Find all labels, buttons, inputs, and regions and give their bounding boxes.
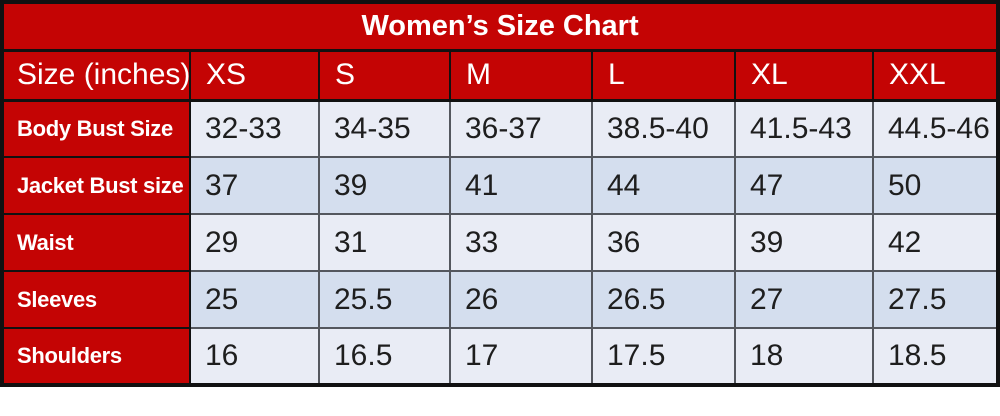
table-cell: 31 <box>318 213 451 272</box>
header-cell-m: M <box>449 49 593 102</box>
table-cell: 25 <box>189 270 320 329</box>
header-cell-xxl: XXL <box>871 49 1000 102</box>
table-cell: 17 <box>449 327 593 386</box>
table-cell: 17.5 <box>591 327 736 386</box>
table-cell: 50 <box>871 156 1000 215</box>
table-cell: 34-35 <box>318 99 451 158</box>
header-cell-s: S <box>318 49 451 102</box>
title-row: Women’s Size Chart <box>2 2 999 52</box>
table-row-jacket-bust: Jacket Bust size 37 39 41 44 47 50 <box>1 156 1000 215</box>
table-row-sleeves: Sleeves 25 25.5 26 26.5 27 27.5 <box>1 270 1000 329</box>
table-cell: 41 <box>449 156 593 215</box>
table-cell: 26 <box>449 270 593 329</box>
row-label-shoulders: Shoulders <box>1 327 191 386</box>
table-cell: 36-37 <box>449 99 593 158</box>
table-cell: 26.5 <box>591 270 736 329</box>
header-cell-xs: XS <box>189 49 320 102</box>
table-cell: 39 <box>734 213 874 272</box>
table-cell: 37 <box>189 156 320 215</box>
table-cell: 16 <box>189 327 320 386</box>
table-cell: 39 <box>318 156 451 215</box>
table-cell: 29 <box>189 213 320 272</box>
table-cell: 36 <box>591 213 736 272</box>
table-cell: 27 <box>734 270 874 329</box>
table-cell: 42 <box>871 213 1000 272</box>
table-row-shoulders: Shoulders 16 16.5 17 17.5 18 18.5 <box>1 327 1000 386</box>
row-label-body-bust: Body Bust Size <box>1 99 191 158</box>
table-cell: 38.5-40 <box>591 99 736 158</box>
table-cell: 33 <box>449 213 593 272</box>
header-cell-size-inches: Size (inches) <box>1 49 191 102</box>
table-row-waist: Waist 29 31 33 36 39 42 <box>1 213 1000 272</box>
row-label-sleeves: Sleeves <box>1 270 191 329</box>
row-label-waist: Waist <box>1 213 191 272</box>
header-row: Size (inches) XS S M L XL XXL <box>1 49 1000 102</box>
table-cell: 18 <box>734 327 874 386</box>
table-cell: 16.5 <box>318 327 451 386</box>
table-cell: 25.5 <box>318 270 451 329</box>
header-cell-xl: XL <box>734 49 874 102</box>
table-row-body-bust: Body Bust Size 32-33 34-35 36-37 38.5-40… <box>1 99 1000 158</box>
chart-title: Women’s Size Chart <box>2 2 999 52</box>
table-cell: 27.5 <box>871 270 1000 329</box>
header-cell-l: L <box>591 49 736 102</box>
table-cell: 44 <box>591 156 736 215</box>
size-chart-table: Women’s Size Chart Size (inches) XS S M … <box>0 0 1000 387</box>
table-cell: 18.5 <box>871 327 1000 386</box>
table-cell: 44.5-46 <box>871 99 1000 158</box>
table-cell: 41.5-43 <box>734 99 874 158</box>
table-cell: 32-33 <box>189 99 320 158</box>
table-cell: 47 <box>734 156 874 215</box>
row-label-jacket-bust: Jacket Bust size <box>1 156 191 215</box>
